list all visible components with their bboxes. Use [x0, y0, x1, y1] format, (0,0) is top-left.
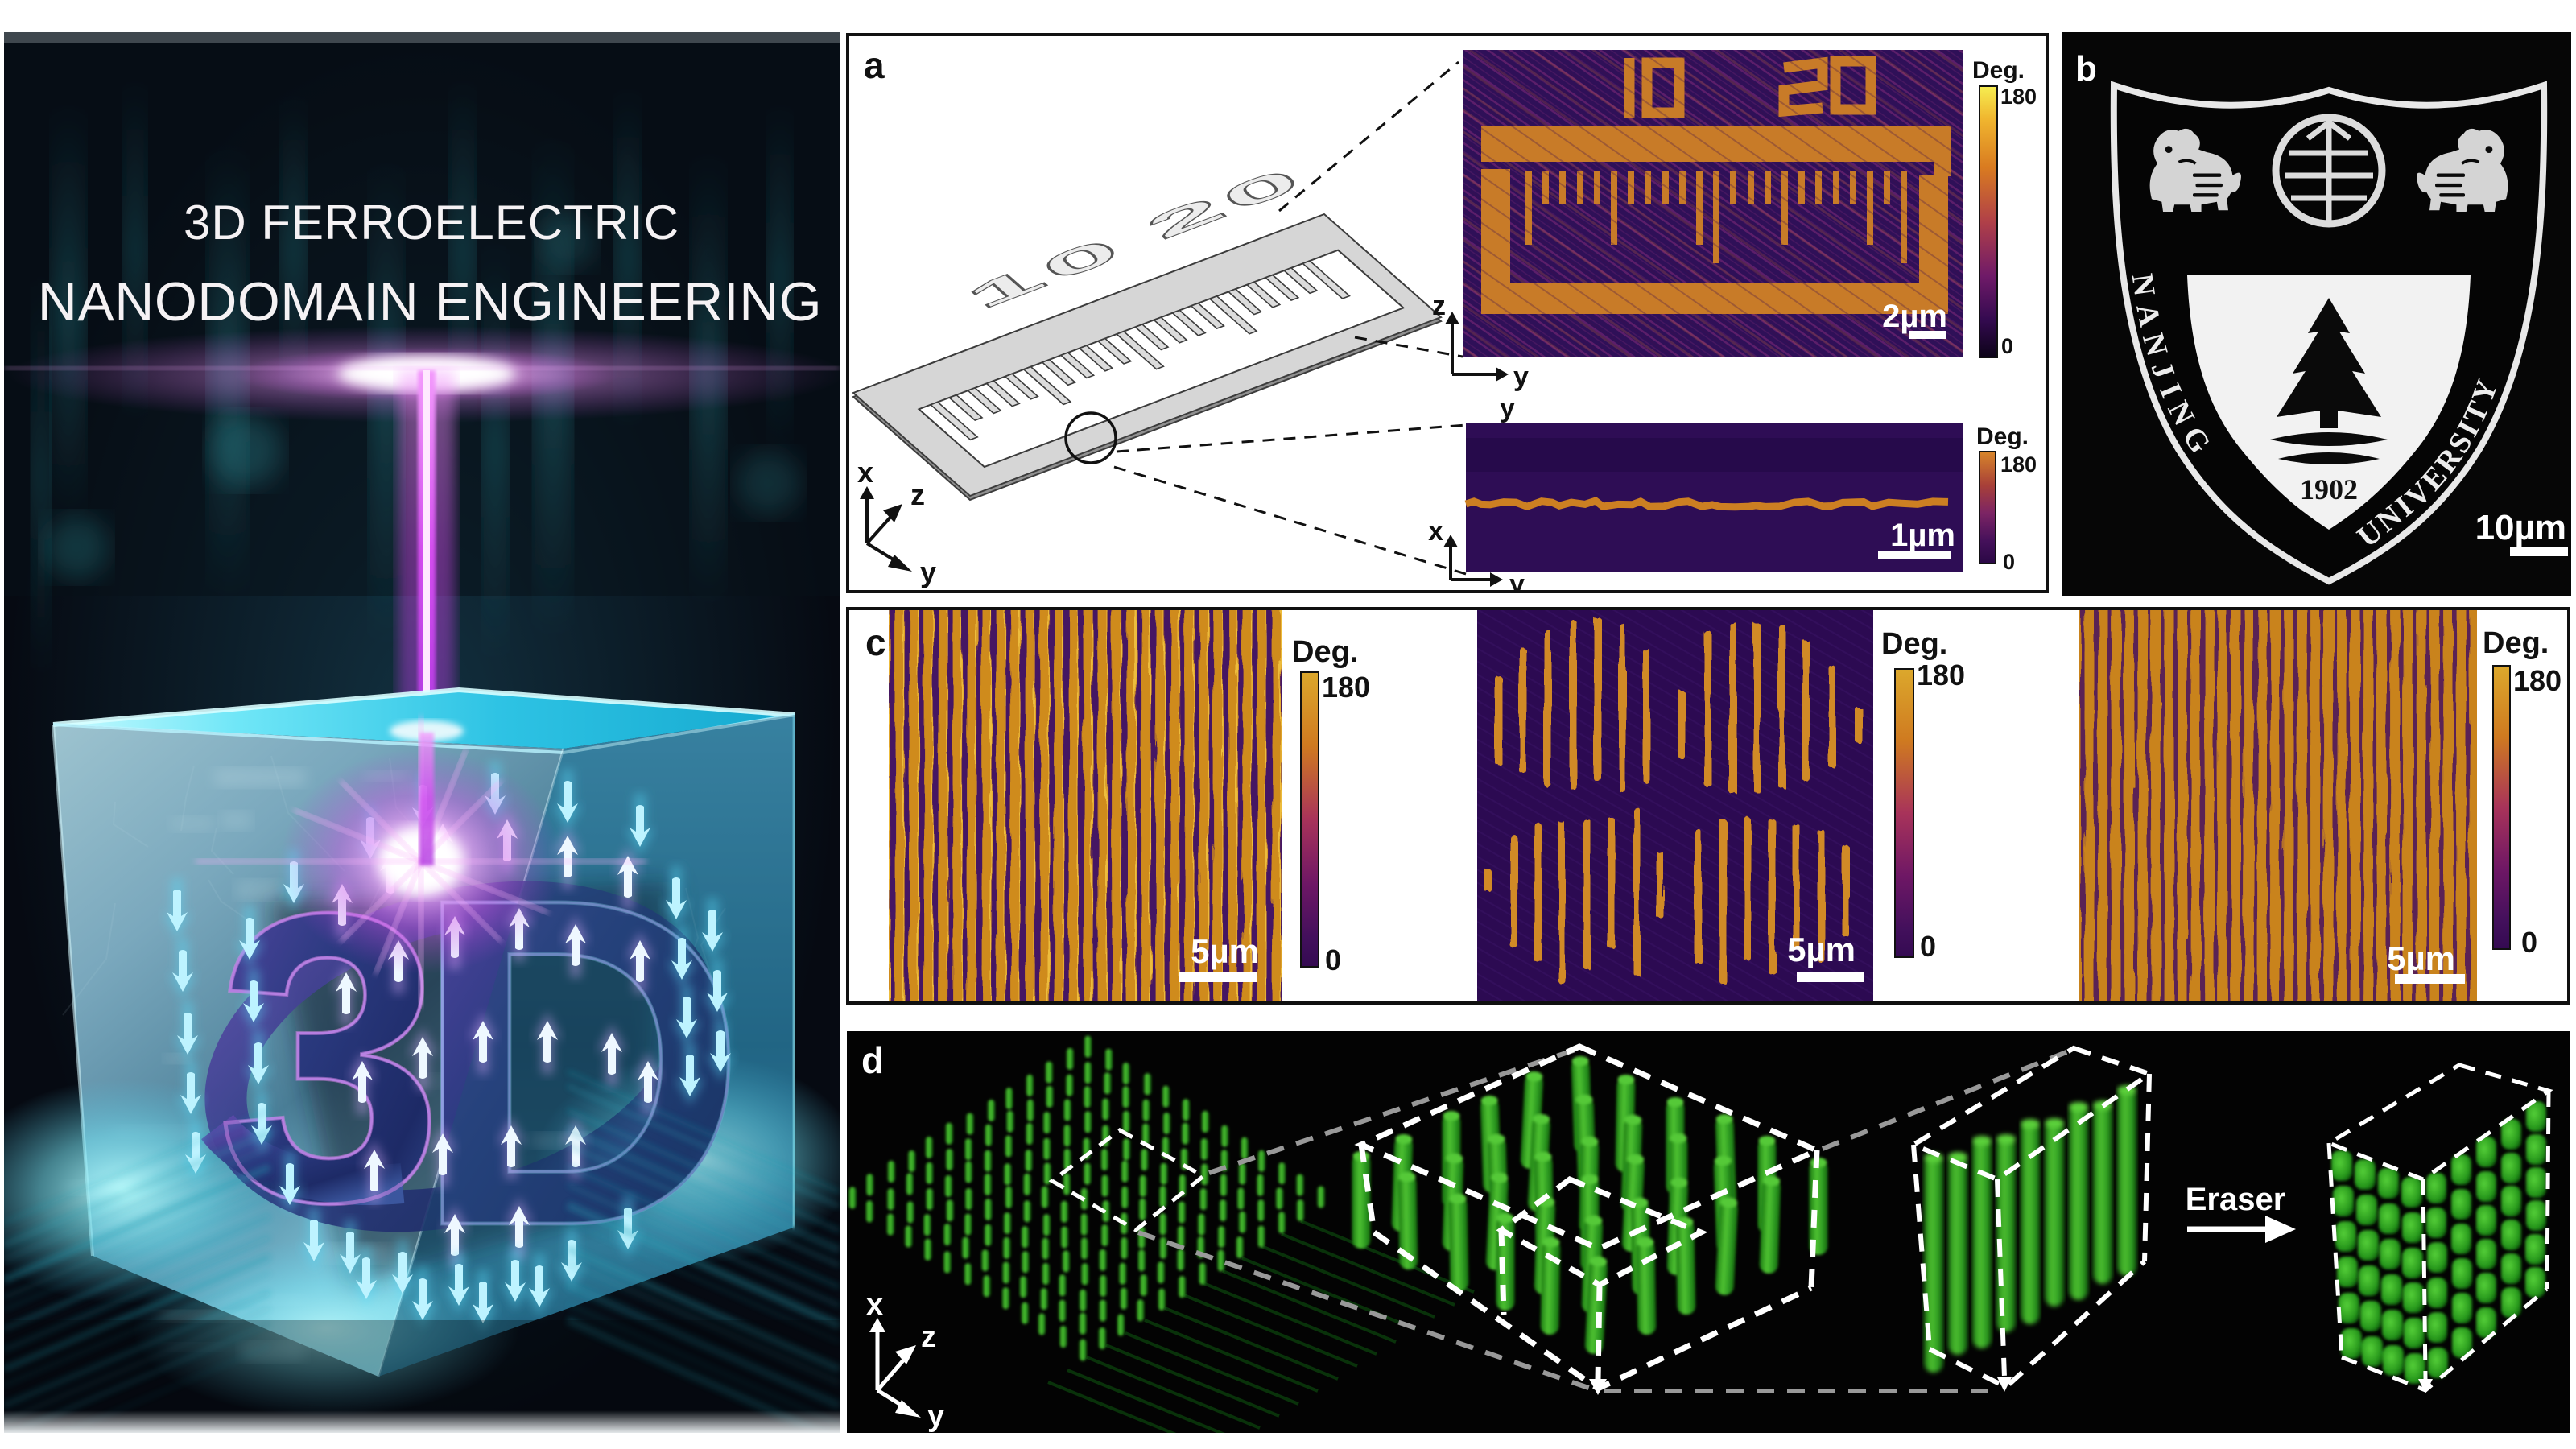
svg-text:5µm: 5µm: [2387, 939, 2455, 977]
svg-text:5µm: 5µm: [1787, 931, 1856, 968]
svg-text:0: 0: [1325, 943, 1341, 976]
svg-text:0: 0: [1920, 930, 1936, 963]
svg-text:z: z: [921, 1320, 936, 1354]
svg-text:10µm: 10µm: [2475, 508, 2566, 547]
svg-text:1902: 1902: [2300, 473, 2358, 506]
svg-text:180: 180: [1917, 658, 1965, 691]
svg-text:180: 180: [2000, 85, 2037, 109]
svg-text:d: d: [861, 1039, 884, 1081]
svg-text:2µm: 2µm: [1882, 299, 1947, 334]
svg-text:1µm: 1µm: [1890, 518, 1955, 553]
svg-text:180: 180: [1322, 671, 1370, 704]
svg-text:c: c: [865, 621, 886, 663]
svg-text:x: x: [1428, 516, 1443, 547]
svg-text:3D FERROELECTRIC: 3D FERROELECTRIC: [184, 196, 679, 250]
svg-text:a: a: [864, 44, 885, 86]
svg-text:5µm: 5µm: [1191, 932, 1259, 970]
svg-text:y: y: [1513, 361, 1529, 392]
svg-text:0: 0: [2521, 926, 2537, 959]
svg-text:0: 0: [2001, 334, 2013, 358]
svg-text:y: y: [1509, 569, 1525, 593]
svg-text:x: x: [857, 456, 873, 489]
svg-text:180: 180: [2000, 452, 2037, 477]
svg-text:Deg.: Deg.: [1972, 57, 2025, 84]
svg-text:x: x: [866, 1288, 883, 1322]
svg-text:z: z: [910, 478, 925, 511]
svg-text:z: z: [1432, 291, 1446, 321]
svg-text:b: b: [2075, 49, 2097, 89]
svg-text:0: 0: [2003, 550, 2015, 574]
svg-text:NANODOMAIN ENGINEERING: NANODOMAIN ENGINEERING: [38, 271, 822, 332]
svg-text:180: 180: [2513, 664, 2562, 697]
svg-text:Eraser: Eraser: [2186, 1182, 2286, 1217]
svg-text:Deg.: Deg.: [1292, 635, 1358, 669]
svg-text:Deg.: Deg.: [1881, 627, 1947, 661]
svg-text:y: y: [927, 1399, 944, 1433]
svg-text:y: y: [1500, 393, 1515, 423]
svg-text:y: y: [920, 555, 936, 588]
svg-text:Deg.: Deg.: [1976, 423, 2029, 450]
svg-text:Deg.: Deg.: [2483, 626, 2549, 660]
